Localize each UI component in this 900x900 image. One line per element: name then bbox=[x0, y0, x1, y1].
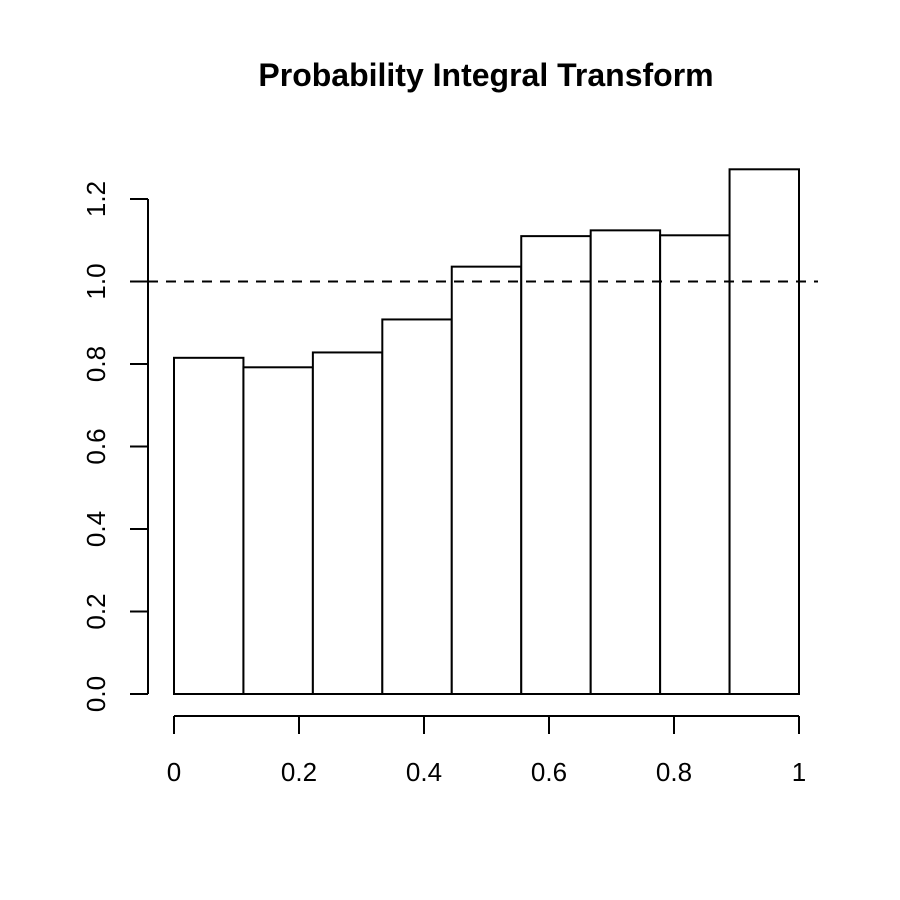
y-tick-label: 0.4 bbox=[81, 511, 111, 547]
x-tick-label: 0.6 bbox=[531, 757, 567, 787]
y-tick-label: 0.0 bbox=[81, 676, 111, 712]
y-tick-label: 0.8 bbox=[81, 346, 111, 382]
histogram-bar bbox=[450, 265, 523, 695]
x-tick-label: 0 bbox=[167, 757, 181, 787]
x-tick-label: 0.8 bbox=[656, 757, 692, 787]
y-tick-label: 1.2 bbox=[81, 181, 111, 217]
y-tick-label: 0.6 bbox=[81, 428, 111, 464]
y-axis: 0.0 0.2 0.4 0.6 0.8 1.0 1.2 bbox=[81, 181, 149, 712]
histogram-bar bbox=[311, 351, 384, 695]
chart-title: Probability Integral Transform bbox=[258, 57, 713, 93]
histogram-bars bbox=[173, 168, 800, 696]
y-tick-label: 1.0 bbox=[81, 263, 111, 299]
histogram-bar bbox=[520, 235, 592, 695]
x-tick-label: 0.2 bbox=[281, 757, 317, 787]
histogram-bar bbox=[659, 234, 731, 696]
histogram-bar bbox=[242, 366, 314, 695]
histogram-bar bbox=[728, 168, 800, 696]
histogram-bar bbox=[589, 229, 662, 695]
x-axis: 0 0.2 0.4 0.6 0.8 1 bbox=[167, 715, 806, 787]
histogram-bar bbox=[381, 318, 453, 695]
histogram-bar bbox=[173, 356, 245, 695]
y-tick-label: 0.2 bbox=[81, 593, 111, 629]
x-tick-label: 0.4 bbox=[406, 757, 442, 787]
x-tick-label: 1 bbox=[792, 757, 806, 787]
